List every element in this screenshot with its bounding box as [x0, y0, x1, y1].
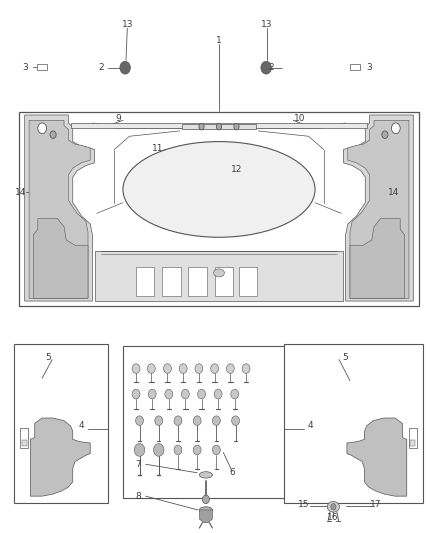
- Circle shape: [212, 445, 220, 455]
- Ellipse shape: [199, 472, 212, 478]
- Circle shape: [165, 389, 173, 399]
- Circle shape: [392, 123, 400, 134]
- Text: 14: 14: [388, 188, 399, 197]
- Circle shape: [199, 124, 204, 130]
- Circle shape: [38, 123, 46, 134]
- Polygon shape: [199, 510, 212, 523]
- Circle shape: [216, 124, 222, 130]
- Circle shape: [163, 364, 171, 373]
- Text: 13: 13: [122, 20, 133, 29]
- Circle shape: [242, 364, 250, 373]
- Text: 3: 3: [22, 63, 28, 71]
- Polygon shape: [29, 120, 90, 298]
- Text: 4: 4: [79, 422, 84, 431]
- Polygon shape: [347, 418, 407, 496]
- Text: 5: 5: [342, 353, 348, 362]
- Circle shape: [232, 416, 240, 425]
- Text: 13: 13: [261, 20, 273, 29]
- Text: 16: 16: [327, 513, 338, 522]
- Text: 15: 15: [298, 500, 310, 509]
- Polygon shape: [71, 123, 367, 128]
- Polygon shape: [33, 219, 88, 298]
- Ellipse shape: [327, 502, 339, 512]
- Text: 17: 17: [371, 500, 382, 509]
- Circle shape: [198, 389, 205, 399]
- Text: 2: 2: [268, 63, 274, 71]
- Bar: [19, 112, 419, 306]
- Circle shape: [148, 364, 155, 373]
- Circle shape: [212, 416, 220, 425]
- Bar: [136, 266, 154, 296]
- Circle shape: [155, 416, 162, 425]
- Text: 3: 3: [367, 63, 372, 71]
- Circle shape: [193, 416, 201, 425]
- Circle shape: [382, 131, 388, 139]
- Circle shape: [134, 443, 145, 456]
- Circle shape: [50, 131, 56, 139]
- Bar: [350, 64, 360, 70]
- Bar: [21, 440, 27, 446]
- Bar: [37, 64, 46, 70]
- Ellipse shape: [214, 269, 224, 277]
- Text: 7: 7: [135, 460, 141, 469]
- Circle shape: [234, 124, 239, 130]
- Polygon shape: [348, 120, 409, 298]
- Circle shape: [148, 389, 156, 399]
- Circle shape: [120, 61, 131, 74]
- Circle shape: [132, 389, 140, 399]
- Circle shape: [214, 389, 222, 399]
- Text: 9: 9: [116, 114, 121, 123]
- Text: 6: 6: [229, 469, 235, 477]
- Text: 10: 10: [294, 114, 306, 123]
- Bar: [410, 440, 416, 446]
- Text: 14: 14: [14, 188, 26, 197]
- Circle shape: [231, 389, 239, 399]
- Text: 11: 11: [152, 144, 164, 153]
- Circle shape: [179, 364, 187, 373]
- Circle shape: [136, 416, 144, 425]
- Text: 1: 1: [216, 36, 222, 45]
- Circle shape: [202, 495, 209, 504]
- Circle shape: [193, 445, 201, 455]
- Polygon shape: [343, 115, 413, 301]
- Circle shape: [174, 445, 182, 455]
- Text: 8: 8: [135, 491, 141, 500]
- Bar: [14, 344, 108, 503]
- Circle shape: [331, 504, 336, 510]
- Bar: [162, 266, 180, 296]
- Text: 2: 2: [98, 63, 104, 71]
- Bar: [182, 124, 256, 130]
- Polygon shape: [350, 219, 405, 298]
- Bar: [284, 344, 424, 503]
- Circle shape: [153, 443, 164, 456]
- Ellipse shape: [123, 142, 315, 237]
- Bar: [188, 266, 207, 296]
- Ellipse shape: [199, 507, 212, 513]
- Text: 4: 4: [308, 422, 314, 431]
- Polygon shape: [30, 418, 90, 496]
- Bar: [239, 266, 257, 296]
- Polygon shape: [95, 251, 343, 301]
- Text: 5: 5: [45, 353, 51, 362]
- Text: 12: 12: [231, 165, 242, 174]
- Circle shape: [261, 61, 272, 74]
- Circle shape: [132, 364, 140, 373]
- Bar: [215, 266, 233, 296]
- Bar: [20, 428, 28, 448]
- Circle shape: [174, 416, 182, 425]
- Bar: [123, 346, 295, 498]
- Circle shape: [226, 364, 234, 373]
- Circle shape: [181, 389, 189, 399]
- Circle shape: [211, 364, 219, 373]
- Polygon shape: [25, 115, 95, 301]
- Bar: [409, 428, 417, 448]
- Circle shape: [195, 364, 203, 373]
